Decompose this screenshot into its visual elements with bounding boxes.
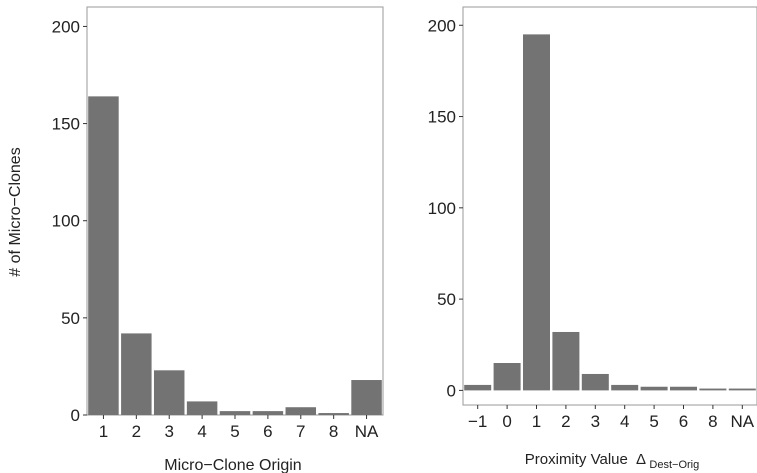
chart-right-x-tick-label: 5	[649, 412, 658, 431]
chart-left-y-tick-label: 50	[61, 309, 80, 328]
chart-left-x-axis-label: Micro−Clone Origin	[164, 457, 301, 473]
chart-left-y-tick-label: 150	[52, 115, 80, 134]
chart-right-y-tick-label: 50	[437, 290, 456, 309]
chart-left-bar	[121, 333, 152, 415]
chart-left-x-tick-label: 8	[329, 422, 338, 441]
chart-right-bar	[640, 386, 668, 391]
chart-right-x-axis-label-symbol: Δ	[636, 451, 646, 468]
chart-left: 0 50 100 150 200 1 2 3 4 5 6 7 8 NA Micro−Clone Orig…	[52, 6, 384, 473]
chart-right-y-tick-label: 200	[428, 16, 456, 35]
chart-right-x-tick-label: NA	[730, 412, 754, 431]
chart-right-bar	[611, 384, 639, 391]
chart-right-y-tick-label: 150	[428, 108, 456, 127]
chart-left-x-tick-label: 4	[197, 422, 206, 441]
chart-right-x-tick-label: 3	[591, 412, 600, 431]
chart-left-x-tick-label: NA	[355, 422, 379, 441]
chart-left-y-ticks: 0 50 100 150 200	[52, 17, 87, 425]
chart-right-y-tick-label: 0	[447, 381, 456, 400]
chart-left-bar	[318, 413, 349, 415]
chart-left-bar	[88, 96, 119, 415]
chart-right-frame	[462, 6, 757, 406]
chart-left-x-tick-label: 3	[164, 422, 173, 441]
chart-left-bar	[186, 401, 218, 415]
chart-left-bar	[351, 380, 382, 415]
chart-left-x-tick-label: 5	[230, 422, 239, 441]
chart-right-x-tick-label: 6	[679, 412, 688, 431]
chart-left-x-tick-label: 1	[99, 422, 108, 441]
chart-right-x-tick-label: 8	[708, 412, 717, 431]
chart-right-x-tick-label: 0	[502, 412, 511, 431]
chart-right-x-tick-label: −1	[468, 412, 487, 431]
chart-left-bar	[153, 370, 185, 415]
chart-left-bar	[252, 411, 284, 415]
chart-right-bar	[581, 373, 609, 391]
chart-right-y-ticks: 0 50 100 150 200	[428, 16, 463, 400]
chart-right-bar	[493, 363, 521, 391]
chart-left-y-tick-label: 0	[71, 406, 80, 425]
chart-right-x-tick-label: 4	[620, 412, 629, 431]
chart-left-bars	[88, 96, 382, 415]
chart-left-y-tick-label: 100	[52, 212, 80, 231]
chart-right-x-axis-label-subscript: Dest−Orig	[649, 459, 699, 471]
chart-right-x-tick-label: 2	[561, 412, 570, 431]
chart-right-x-axis-label: Proximity Value Δ Dest−Orig	[525, 451, 699, 471]
chart-right-x-tick-label: 1	[532, 412, 541, 431]
chart-right-bar	[464, 384, 492, 391]
chart-left-x-ticks: 1 2 3 4 5 6 7 8 NA	[99, 415, 379, 441]
chart-left-bar	[285, 407, 317, 415]
chart-right-bar	[670, 386, 697, 391]
chart-left-x-tick-label: 7	[296, 422, 305, 441]
chart-right-bar	[728, 388, 756, 391]
chart-left-x-tick-label: 6	[263, 422, 272, 441]
chart-right-x-axis-label-text: Proximity Value	[525, 451, 628, 468]
chart-right-bar	[699, 388, 727, 391]
chart-right-bar	[552, 331, 580, 391]
chart-right-bars	[464, 34, 756, 391]
chart-left-bar	[219, 411, 251, 415]
chart-right-y-tick-label: 100	[428, 199, 456, 218]
chart-left-y-tick-label: 200	[52, 17, 80, 36]
chart-right-x-ticks: −1 0 1 2 3 4 5 6 8 NA	[468, 405, 755, 431]
chart-right: 0 50 100 150 200 −1 0 1 2 3 4 5 6 8 NA Proximity Valu…	[428, 6, 757, 471]
chart-right-bar	[523, 34, 550, 391]
y-axis-label: # of Micro−Clones	[7, 147, 24, 276]
chart-left-x-tick-label: 2	[132, 422, 141, 441]
